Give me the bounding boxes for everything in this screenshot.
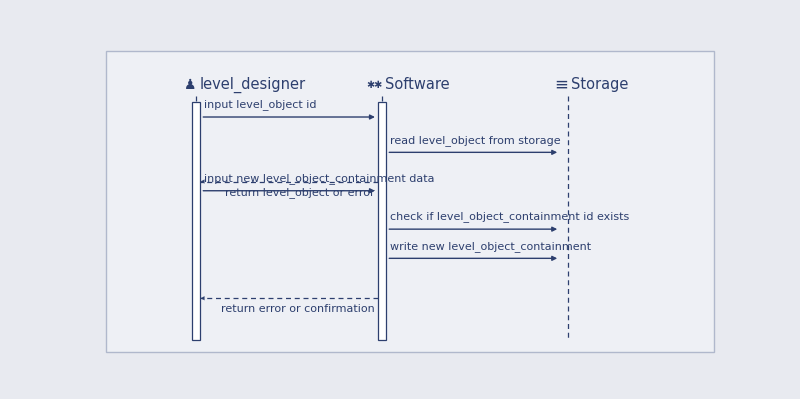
Text: ♟: ♟ [184,78,196,92]
Text: ≡: ≡ [554,76,568,94]
Text: Software: Software [386,77,450,92]
FancyBboxPatch shape [106,51,714,352]
Text: input level_object id: input level_object id [203,99,316,110]
Text: input new level_object_containment data: input new level_object_containment data [203,173,434,184]
Text: Storage: Storage [571,77,629,92]
Text: return level_object or error: return level_object or error [225,187,374,198]
Text: ✱✱: ✱✱ [366,80,382,90]
Text: return error or confirmation: return error or confirmation [221,304,374,314]
Bar [192,102,201,340]
Text: level_designer: level_designer [199,77,306,93]
Text: write new level_object_containment: write new level_object_containment [390,241,590,252]
Bar [378,102,386,340]
Text: read level_object from storage: read level_object from storage [390,135,560,146]
Text: check if level_object_containment id exists: check if level_object_containment id exi… [390,211,629,222]
